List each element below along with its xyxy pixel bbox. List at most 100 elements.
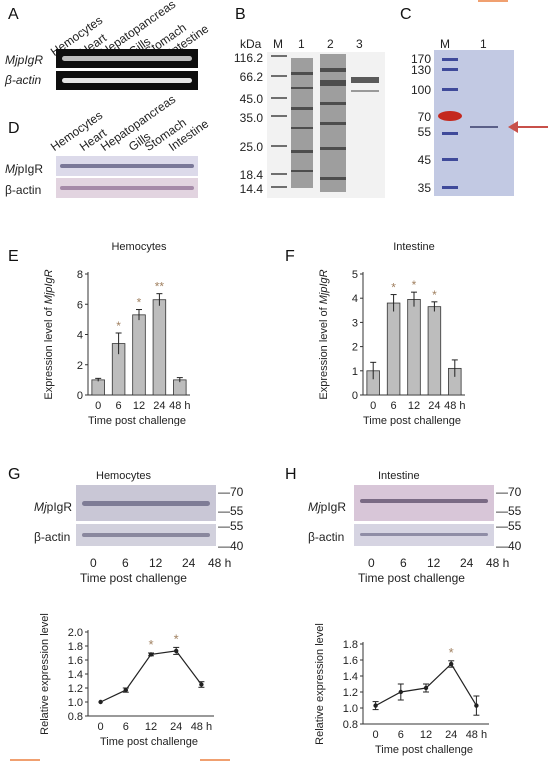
mw-marker: 66.2 (239, 70, 263, 84)
gel-band (62, 56, 192, 61)
data-point (474, 703, 479, 708)
wb-marker: —55 (218, 519, 244, 533)
x-tick-label: 6 (123, 721, 129, 733)
y-tick-label: 0.8 (68, 711, 83, 723)
mw-marker: 25.0 (239, 140, 263, 154)
gene-label-g: MjpIgR (34, 500, 73, 514)
x-tick-label: 6 (391, 400, 397, 412)
panel-label-f: F (285, 248, 295, 265)
lane-label: 1 (298, 37, 305, 51)
chart-g: 0.8 1.0 1.2 1.4 1.6 1.8 2.0 0 6 12 24 48 h Time post… (39, 613, 214, 748)
crop-mark (10, 759, 40, 761)
wb-marker: —55 (218, 504, 244, 518)
bar (427, 306, 442, 396)
data-point (373, 703, 378, 708)
y-tick-label: 2 (77, 360, 83, 372)
arrow-icon (508, 121, 548, 133)
y-tick-label: 1.0 (68, 697, 83, 709)
lane-label: M (273, 37, 283, 51)
x-tick-label: 48 h (191, 721, 212, 733)
y-tick-label: 1.6 (343, 655, 358, 667)
mw-marker: 55 (417, 125, 431, 139)
data-point (174, 648, 179, 654)
gene-label-h: MjpIgR (308, 500, 347, 514)
lane-label: M (440, 37, 450, 51)
x-tick-label: 48 h (169, 400, 190, 412)
wb-xlabel-h: Time post challenge (358, 571, 465, 585)
wb-marker: —55 (496, 504, 522, 518)
y-tick-label: 1.8 (343, 639, 358, 651)
bar (91, 379, 105, 396)
gel-band (62, 78, 192, 83)
x-tick-label: 0 (98, 721, 104, 733)
wb-marker: —70 (496, 485, 522, 499)
y-tick-label: 4 (77, 330, 83, 342)
x-tick-label: 0 (373, 729, 379, 741)
lane-label: 2 (327, 37, 334, 51)
y-tick-label: 1.8 (68, 641, 83, 653)
panel-label-d: D (8, 120, 20, 137)
mw-marker: 35.0 (239, 111, 263, 125)
mw-marker: 14.4 (239, 182, 263, 196)
blot-band (82, 533, 210, 537)
y-tick-label: 6 (77, 299, 83, 311)
western-blot-actin-d (56, 178, 198, 198)
mw-marker: 35 (417, 181, 431, 195)
western-blot-actin-h (354, 524, 494, 546)
mw-marker: 130 (410, 63, 431, 77)
significance-mark: * (432, 288, 437, 302)
mw-marker: 116.2 (233, 51, 263, 65)
actin-label-d: β-actin (5, 183, 42, 197)
blot-band (60, 164, 194, 168)
series-line (100, 650, 202, 703)
wb-marker: —40 (218, 539, 244, 553)
panel-g-title: Hemocytes (96, 470, 152, 482)
x-tick-label: 24 (428, 400, 440, 412)
blot-band (60, 186, 194, 190)
y-tick-label: 0 (77, 390, 83, 402)
x-tick-label: 24 (170, 721, 182, 733)
bar (132, 314, 146, 396)
panel-label-b: B (235, 6, 246, 23)
x-tick-label: 48 h (444, 400, 465, 412)
significance-mark: * (116, 319, 121, 333)
x-axis-label: Time post challenge (363, 415, 461, 426)
panel-label-h: H (285, 466, 297, 483)
x-axis-label: Time post challenge (100, 736, 198, 748)
blot-band (360, 499, 488, 503)
y-tick-label: 1 (352, 366, 358, 378)
wb-marker: —70 (218, 485, 244, 499)
mw-marker: 45 (417, 153, 431, 167)
y-tick-label: 2 (352, 342, 358, 354)
crop-mark (478, 0, 508, 2)
bar (407, 299, 421, 396)
rt-pcr-gel-actin (56, 71, 198, 90)
y-tick-label: 1.6 (68, 655, 83, 667)
y-tick-label: 1.2 (343, 687, 358, 699)
x-axis-label: Time post challenge (88, 415, 186, 426)
gene-label-a: MjpIgR (5, 53, 44, 67)
mw-marker: 170 (410, 52, 431, 66)
mw-marker: 70 (417, 110, 431, 124)
crop-mark (200, 759, 230, 761)
y-axis-label: Relative expression level (39, 613, 51, 735)
western-blot-actin-g (76, 524, 216, 546)
mw-marker: 100 (410, 83, 431, 97)
mw-marker: 45.0 (239, 92, 263, 106)
wb-marker: —55 (496, 519, 522, 533)
x-tick-label: 48 h (466, 729, 487, 741)
x-tick-label: 12 (145, 721, 157, 733)
actin-label-g: β-actin (34, 530, 71, 544)
significance-mark: * (174, 631, 179, 646)
lane-label: 3 (356, 37, 363, 51)
y-tick-label: 8 (77, 269, 83, 281)
panel-label-c: C (400, 6, 412, 23)
data-point (398, 689, 403, 695)
significance-mark: ** (155, 280, 165, 294)
panel-label-a: A (8, 6, 19, 23)
western-blot-target-d (56, 156, 198, 176)
chart-title: Intestine (393, 241, 435, 253)
x-tick-label: 12 (408, 400, 420, 412)
